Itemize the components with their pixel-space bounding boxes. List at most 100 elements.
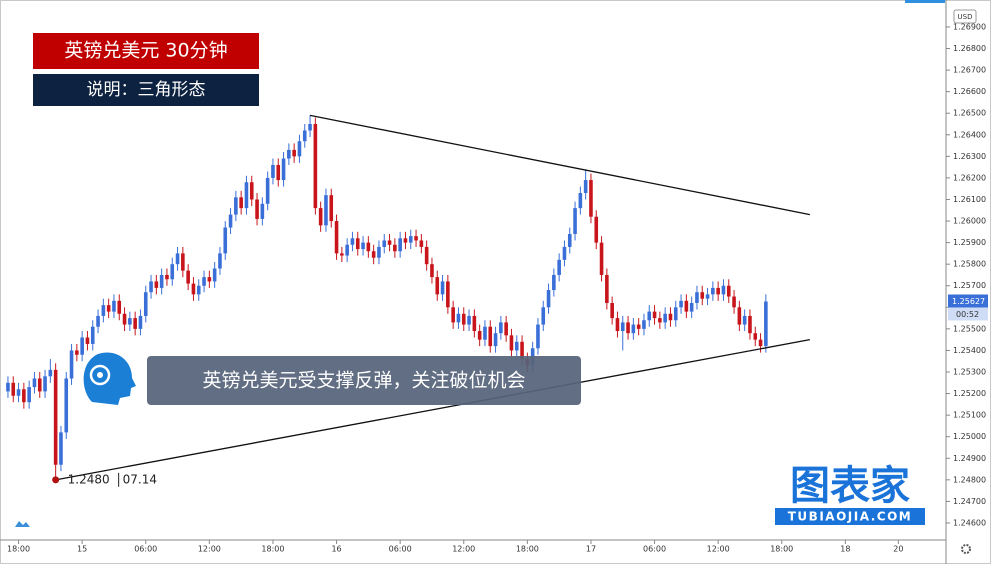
- trendline: [309, 114, 810, 216]
- last-price-box: [948, 294, 988, 308]
- candle-body: [764, 301, 768, 347]
- candle-body: [37, 378, 42, 392]
- candle-body: [567, 233, 572, 247]
- plot: [6, 114, 810, 481]
- candle-body: [207, 277, 212, 282]
- candle-body: [371, 251, 376, 258]
- candle-body: [578, 193, 583, 209]
- candle-body: [334, 221, 339, 254]
- candle-body: [488, 326, 493, 347]
- candle-body: [228, 214, 233, 228]
- low-label: 1.2480: [68, 472, 110, 486]
- x-tick-label: 06:00: [643, 545, 666, 554]
- y-tick-label: 1.24900: [953, 454, 986, 463]
- low-time: 07.14: [123, 472, 157, 486]
- candle-body: [366, 242, 371, 252]
- candle-body: [361, 242, 365, 250]
- candle-body: [324, 195, 328, 226]
- candle-body: [122, 313, 127, 325]
- candle-body: [239, 197, 243, 209]
- candle-body: [753, 333, 758, 340]
- candle-body: [684, 300, 689, 312]
- x-tick-label: 06:00: [389, 545, 412, 554]
- candle-body: [128, 318, 132, 325]
- candle-body: [287, 149, 291, 159]
- y-tick-label: 1.25100: [953, 411, 986, 420]
- candle-body: [408, 236, 413, 243]
- y-tick-label: 1.26300: [953, 152, 986, 161]
- candle-body: [695, 292, 699, 303]
- candle-body: [6, 382, 10, 392]
- candle-body: [742, 315, 747, 325]
- y-tick-label: 1.25900: [953, 238, 986, 247]
- annotation-box: [147, 356, 581, 405]
- candle-body: [620, 322, 625, 332]
- chart-subtitle: 说明：三角形态: [87, 80, 206, 100]
- candle-body: [32, 378, 37, 388]
- y-tick-label: 1.26100: [953, 195, 986, 204]
- y-tick-label: 1.26600: [953, 87, 986, 96]
- candle-body: [175, 253, 180, 265]
- candle-body: [520, 341, 524, 360]
- candle-body: [504, 322, 508, 336]
- candle-body: [626, 322, 630, 334]
- candle-body: [85, 337, 90, 344]
- y-tick-label: 1.24700: [953, 497, 986, 506]
- candle-body: [636, 324, 641, 329]
- candle-body: [170, 264, 175, 280]
- y-tick-label: 1.25000: [953, 432, 986, 441]
- x-tick-label: 18: [840, 545, 850, 554]
- candle-body: [355, 238, 360, 250]
- candle-body: [726, 285, 731, 297]
- x-tick-label: 17: [586, 545, 596, 554]
- candle-body: [223, 227, 228, 254]
- candle-body: [642, 320, 646, 329]
- candle-body: [138, 315, 143, 329]
- candle-body: [276, 164, 281, 181]
- y-tick-label: 1.24600: [953, 518, 986, 527]
- countdown: 00:52: [956, 310, 979, 319]
- y-tick-label: 1.25200: [953, 389, 986, 398]
- candle-body: [732, 296, 736, 308]
- candle-body: [472, 315, 477, 332]
- candle-body: [106, 305, 111, 312]
- candle-body: [196, 285, 201, 295]
- logo-name: 图表家: [790, 463, 910, 509]
- candle-body: [557, 259, 561, 275]
- candle-body: [149, 281, 153, 293]
- candle-body: [451, 307, 455, 323]
- candle-body: [16, 389, 21, 396]
- candle-body: [117, 300, 122, 314]
- candle-body: [398, 238, 402, 252]
- candle-body: [11, 382, 16, 396]
- x-tick-label: 12:00: [707, 545, 730, 554]
- candle-body: [546, 290, 551, 308]
- candle-body: [758, 339, 763, 347]
- candle-body: [477, 331, 482, 340]
- candle-body: [689, 302, 694, 312]
- candle-body: [700, 292, 705, 299]
- candle-body: [53, 369, 58, 465]
- candle-body: [493, 333, 498, 347]
- candle-body: [48, 369, 53, 377]
- candle-body: [165, 274, 169, 280]
- y-tick-label: 1.26700: [953, 66, 986, 75]
- candle-body: [75, 350, 79, 355]
- candle-body: [541, 307, 546, 325]
- candle-body: [589, 180, 593, 217]
- candle-body: [615, 318, 620, 332]
- candle-body: [260, 203, 265, 219]
- candle-body: [90, 326, 95, 344]
- candle-body: [711, 287, 715, 295]
- x-tick-label: 20: [893, 545, 903, 554]
- settings-icon[interactable]: [961, 544, 971, 554]
- candle-body: [69, 350, 74, 379]
- candle-body: [313, 124, 318, 209]
- candle-body: [668, 313, 673, 321]
- candle-body: [610, 302, 614, 319]
- x-tick-label: 12:00: [452, 545, 475, 554]
- logo-url: TUBIAOJIA.COM: [788, 510, 912, 524]
- annotation: 英镑兑美元受支撑反弹，关注破位机会: [202, 370, 525, 392]
- x-tick-label: 18:00: [516, 545, 539, 554]
- y-tick-label: 1.25800: [953, 260, 986, 269]
